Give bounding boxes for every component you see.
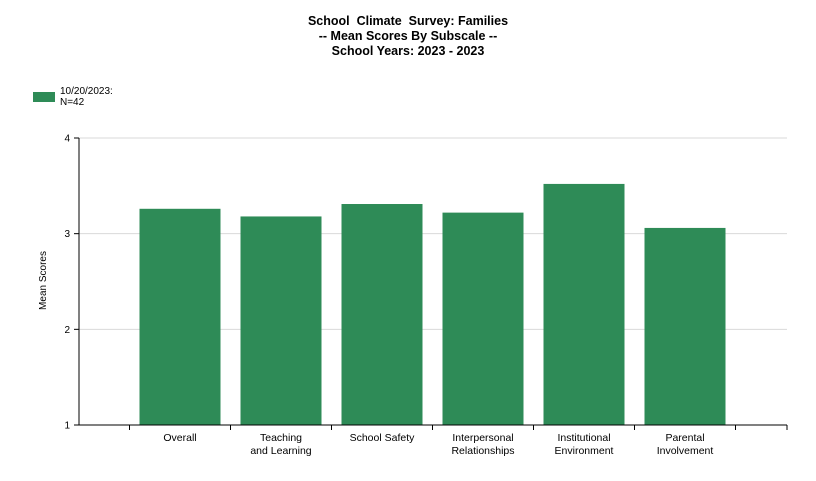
category-label: Overall <box>163 432 196 444</box>
category-label-line: and Learning <box>250 445 311 457</box>
category-label-line: Institutional <box>557 432 610 444</box>
category-label-line: Parental <box>665 432 704 444</box>
category-label-line: Environment <box>555 445 614 457</box>
axes <box>74 137 788 430</box>
chart-years: School Years: 2023 - 2023 <box>331 44 485 58</box>
y-axis-title: Mean Scores <box>38 251 49 310</box>
legend: 10/20/2023: N=42 <box>33 86 113 108</box>
y-tick-label: 2 <box>64 325 70 336</box>
category-label: Institutional Environment <box>555 432 614 457</box>
bar <box>240 216 322 425</box>
category-label-line: Overall <box>163 432 196 444</box>
y-tick-label: 1 <box>64 421 70 432</box>
bar <box>543 183 625 425</box>
legend-date: 10/20/2023: <box>60 86 113 97</box>
category-label: School Safety <box>350 432 416 444</box>
category-label-line: School Safety <box>350 432 416 444</box>
labels: 1 2 3 4 Overall Teaching and Learning School Sa… <box>38 134 713 458</box>
bar <box>139 208 221 425</box>
y-tick-label: 3 <box>64 229 70 240</box>
category-label-line: Teaching <box>260 432 302 444</box>
category-label-line: Involvement <box>657 445 714 457</box>
chart-title-block: School Climate Survey: Families -- Mean … <box>0 14 816 59</box>
bar <box>644 227 726 425</box>
legend-text: 10/20/2023: N=42 <box>60 86 113 108</box>
legend-swatch <box>33 92 55 102</box>
category-label-line: Interpersonal <box>452 432 513 444</box>
category-label: Parental Involvement <box>657 432 714 457</box>
chart-subtitle: -- Mean Scores By Subscale -- <box>318 29 498 43</box>
y-tick-label: 4 <box>64 134 70 145</box>
bar <box>442 212 524 425</box>
category-label: Teaching and Learning <box>250 432 311 457</box>
chart-title: School Climate Survey: Families <box>307 14 509 28</box>
bars <box>139 183 726 425</box>
legend-count: N=42 <box>60 97 85 108</box>
bar <box>341 204 423 425</box>
category-label-line: Relationships <box>451 445 514 457</box>
category-label: Interpersonal Relationships <box>451 432 514 457</box>
